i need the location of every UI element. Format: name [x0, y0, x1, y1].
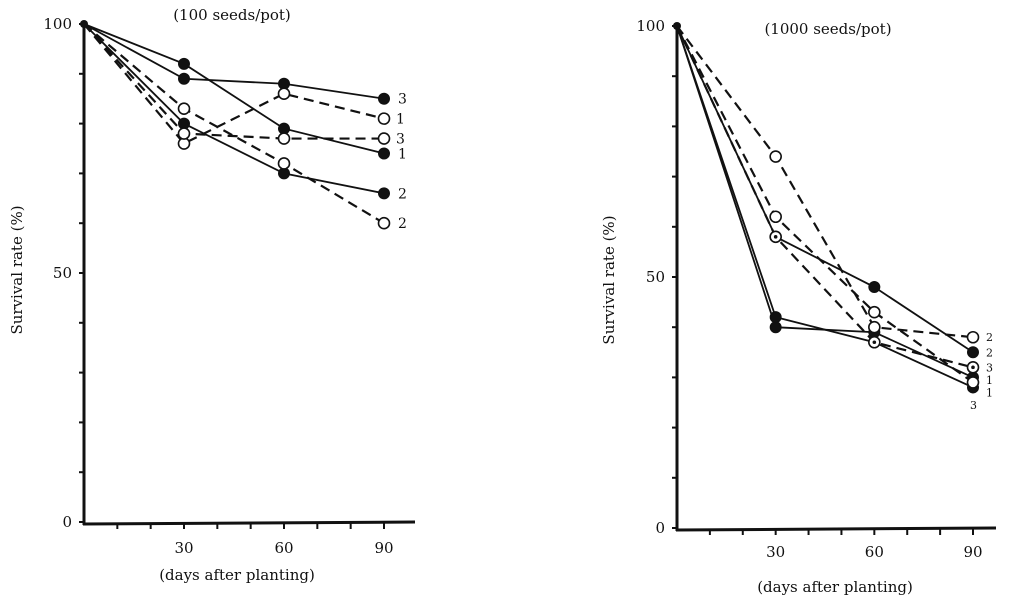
y-tick-label: 0 — [655, 519, 665, 537]
x-tick-label: 60 — [865, 543, 884, 561]
data-point — [872, 340, 877, 345]
data-point — [377, 112, 391, 125]
data-point — [177, 102, 191, 115]
series-end-label: 2 — [398, 186, 407, 202]
x-tick-label: 60 — [274, 539, 293, 557]
x-axis-label: (days after planting) — [757, 578, 913, 596]
series-line — [676, 25, 974, 354]
x-axis-line — [82, 520, 416, 526]
data-point — [967, 346, 979, 359]
series-end-label: 2 — [986, 346, 993, 359]
series-end-label: 1 — [396, 112, 405, 128]
series-line — [83, 23, 385, 145]
data-point — [868, 320, 881, 334]
y-tick-label: 100 — [636, 17, 665, 35]
data-point — [378, 187, 390, 200]
data-point — [769, 321, 782, 334]
series-line — [83, 23, 385, 155]
series-end-label: 1 — [986, 386, 993, 399]
data-point — [868, 305, 881, 319]
series-end-label: 3 — [986, 361, 993, 374]
y-tick-label: 0 — [62, 513, 72, 531]
series-end-label: 2 — [398, 216, 407, 232]
x-axis-line — [675, 526, 997, 532]
data-point — [769, 210, 782, 224]
y-axis-label: Survival rate (%) — [8, 205, 26, 334]
data-point — [178, 72, 190, 85]
data-point — [377, 216, 391, 230]
data-point — [80, 20, 88, 28]
data-point — [177, 127, 191, 140]
series-end-label: 3 — [396, 132, 405, 148]
data-point — [178, 57, 190, 70]
series-line — [83, 23, 385, 225]
data-point — [378, 147, 390, 160]
data-point — [971, 365, 975, 370]
data-point — [673, 22, 681, 30]
data-point — [378, 92, 390, 105]
data-point — [277, 87, 291, 101]
data-point — [966, 376, 980, 389]
x-tick-label: 90 — [963, 543, 982, 561]
data-point — [769, 150, 782, 163]
chart-title: (1000 seeds/pot) — [764, 20, 891, 38]
series-end-label: 1 — [986, 374, 993, 387]
y-tick-label: 50 — [646, 268, 665, 286]
series-end-label: 1 — [398, 146, 407, 162]
data-point — [277, 132, 291, 145]
y-tick-label: 50 — [53, 264, 72, 282]
series-line — [83, 23, 384, 140]
series-line — [83, 23, 385, 195]
chart-panel-1: (100 seeds/pot) 0 50 100 30 60 90 (days after p… — [8, 6, 416, 584]
x-tick-label: 30 — [174, 539, 193, 557]
data-point — [377, 132, 391, 145]
y-axis-label: Survival rate (%) — [600, 215, 618, 344]
data-point — [277, 157, 291, 170]
data-point — [773, 235, 778, 239]
y-tick-label: 100 — [43, 15, 72, 33]
series-line — [676, 25, 974, 369]
chart-panel-2: (1000 seeds/pot) 0 50 100 30 60 90 (days after … — [600, 17, 997, 596]
series-line — [83, 23, 385, 100]
series-end-label: 3 — [970, 399, 977, 412]
chart-title: (100 seeds/pot) — [173, 6, 291, 24]
series-line — [676, 25, 974, 379]
x-axis-label: (days after planting) — [159, 566, 315, 584]
x-tick-label: 30 — [766, 543, 785, 561]
x-tick-label: 90 — [374, 539, 393, 557]
data-point — [868, 281, 881, 294]
data-point — [966, 330, 980, 344]
data-point — [769, 311, 782, 324]
series-line — [676, 25, 974, 339]
series-end-label: 2 — [986, 331, 993, 344]
series-line — [676, 25, 974, 389]
series-end-label: 3 — [398, 92, 407, 108]
